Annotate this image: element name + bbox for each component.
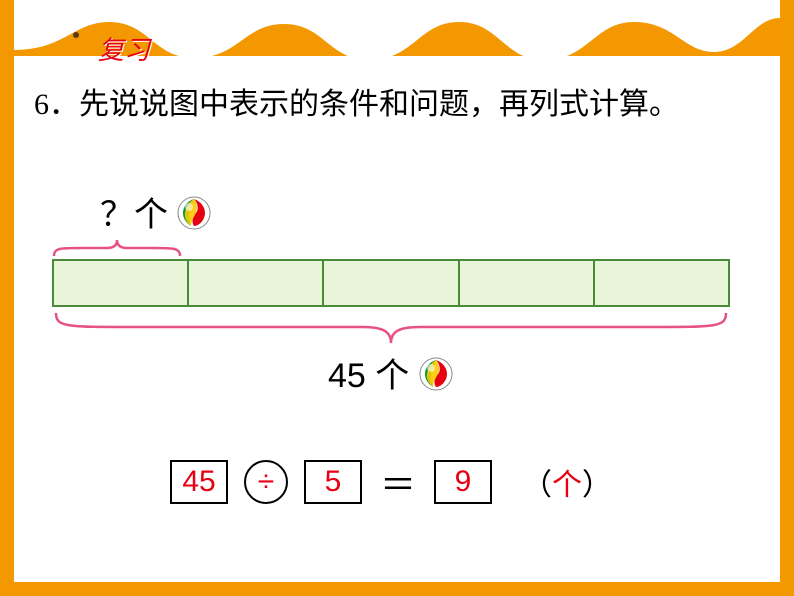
bottom-brace-icon [52, 309, 730, 347]
equals-sign: ＝ [380, 456, 416, 508]
unit-text: 个 [552, 460, 582, 504]
section-title: 复习 [98, 30, 150, 67]
title-dot-icon [72, 26, 80, 34]
unit-close: ） [582, 460, 612, 504]
marble-icon [177, 196, 211, 239]
bar-segment [54, 261, 189, 305]
problem-number: 6． [34, 88, 79, 121]
operator-circle: ÷ [244, 460, 288, 504]
marble-icon [419, 357, 453, 400]
top-brace-icon [52, 238, 182, 258]
problem-body: 先说说图中表示的条件和问题，再列式计算。 [79, 88, 679, 121]
problem-text: 6．先说说图中表示的条件和问题，再列式计算。 [34, 82, 764, 128]
bar-segment [324, 261, 459, 305]
bar-segment [595, 261, 728, 305]
frame-left [0, 0, 14, 596]
bar-segment [460, 261, 595, 305]
unit-open: （ [522, 460, 552, 504]
operand-box: 45 [170, 460, 228, 504]
equation-row: 45 ÷ 5 ＝ 9 （个） [170, 454, 730, 510]
bar-segment [189, 261, 324, 305]
result-box: 9 [434, 460, 492, 504]
frame-right [780, 0, 794, 596]
total-label: 45 个 [328, 348, 453, 400]
bar-diagram [52, 259, 730, 307]
frame-bottom [0, 582, 794, 596]
question-label: ？个 [100, 187, 211, 239]
operand-box: 5 [304, 460, 362, 504]
